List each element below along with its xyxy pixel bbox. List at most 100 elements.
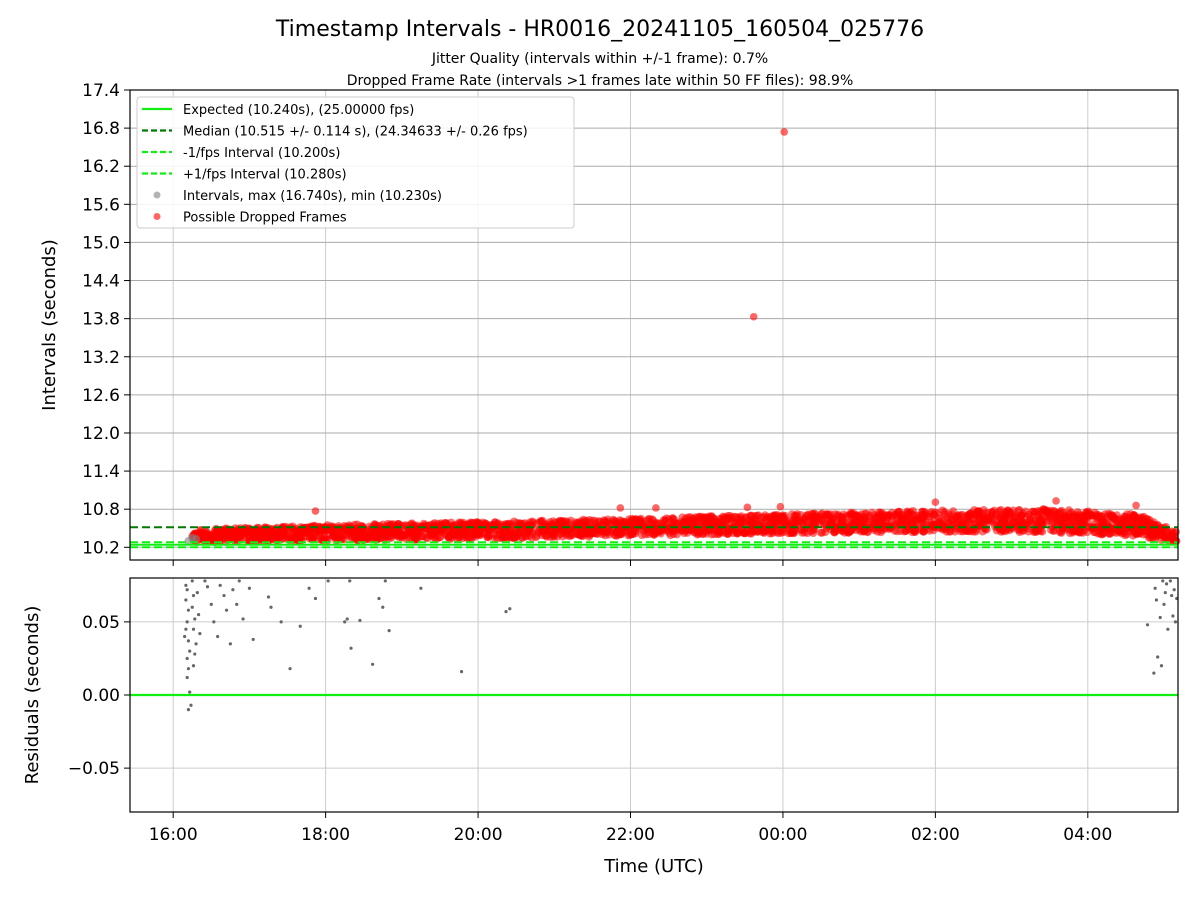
dropped-frame-outlier bbox=[931, 498, 940, 507]
residual-point bbox=[358, 618, 362, 623]
residual-point bbox=[387, 629, 391, 633]
dropped-frame-point bbox=[515, 528, 524, 537]
residual-point bbox=[198, 631, 202, 636]
dropped-frame-point bbox=[642, 517, 651, 526]
dropped-frame-point bbox=[501, 520, 510, 529]
top-y-tick-label: 15.6 bbox=[82, 195, 120, 215]
dropped-frame-point bbox=[1037, 517, 1046, 526]
chart-title: Timestamp Intervals - HR0016_20241105_16… bbox=[275, 17, 924, 42]
residual-point bbox=[345, 617, 349, 621]
dropped-frame-point bbox=[907, 519, 916, 527]
dropped-frame-point bbox=[896, 516, 905, 525]
dropped-frame-point bbox=[974, 507, 983, 516]
interval-band-group bbox=[188, 505, 1181, 546]
dropped-frame-point bbox=[880, 524, 889, 533]
dropped-frame-point bbox=[1104, 521, 1113, 530]
residual-point bbox=[186, 608, 191, 612]
top-y-tick-label: 16.8 bbox=[82, 119, 120, 139]
residual-point bbox=[1159, 664, 1164, 668]
dropped-frame-point bbox=[1090, 528, 1099, 537]
top-y-tick-label: 14.4 bbox=[82, 272, 120, 292]
legend-label: Possible Dropped Frames bbox=[183, 211, 347, 226]
dropped-frame-point bbox=[1075, 528, 1084, 537]
top-y-tick-label: 12.6 bbox=[82, 386, 120, 406]
residual-point bbox=[326, 579, 330, 583]
dropped-frame-point bbox=[291, 524, 300, 533]
legend-label: Median (10.515 +/- 0.114 s), (24.34633 +… bbox=[183, 125, 528, 140]
dropped-frame-point bbox=[1055, 517, 1064, 526]
legend-label: -1/fps Interval (10.200s) bbox=[183, 146, 340, 161]
residual-point bbox=[1145, 623, 1150, 627]
dropped-frame-point bbox=[1145, 516, 1154, 525]
interval-point bbox=[192, 535, 201, 544]
residual-point bbox=[189, 703, 193, 707]
dropped-frame-point bbox=[918, 507, 927, 516]
dropped-frame-point bbox=[760, 526, 769, 535]
residual-point bbox=[195, 591, 199, 595]
dropped-frame-point bbox=[336, 533, 344, 541]
dropped-frame-point bbox=[1083, 528, 1092, 537]
dropped-frame-point bbox=[997, 527, 1006, 536]
top-plot-frame bbox=[129, 89, 1179, 561]
top-y-tick-label: 12.0 bbox=[82, 424, 120, 444]
residual-point bbox=[1152, 671, 1156, 675]
dropped-frame-point bbox=[570, 524, 579, 533]
residual-point bbox=[1166, 627, 1170, 631]
dropped-frame-outlier bbox=[652, 504, 660, 512]
dropped-frame-point bbox=[1053, 509, 1062, 518]
dropped-frame-point bbox=[411, 535, 420, 544]
dropped-frame-point bbox=[631, 519, 640, 528]
dropped-frame-point bbox=[946, 527, 955, 536]
dropped-frame-point bbox=[948, 515, 957, 524]
residual-point bbox=[188, 649, 192, 653]
residual-point bbox=[1171, 614, 1175, 618]
dropped-frame-point bbox=[896, 527, 905, 535]
dropped-frame-point bbox=[835, 513, 844, 522]
dropped-frame-point bbox=[831, 523, 840, 532]
top-y-tick-label: 10.8 bbox=[82, 500, 120, 520]
top-y-tick-label: 11.4 bbox=[82, 462, 120, 482]
residual-point bbox=[185, 656, 189, 661]
residual-point bbox=[235, 602, 239, 606]
residual-point bbox=[212, 620, 216, 624]
legend-box bbox=[136, 96, 575, 229]
dropped-frame-point bbox=[629, 529, 637, 538]
dropped-frame-point bbox=[934, 518, 943, 527]
dropped-frame-point bbox=[539, 524, 548, 533]
residual-point bbox=[349, 646, 353, 650]
residual-point bbox=[186, 708, 191, 712]
dropped-frame-point bbox=[244, 530, 253, 539]
dropped-frame-point bbox=[965, 514, 974, 523]
dropped-frame-point bbox=[1093, 516, 1102, 525]
residual-point bbox=[190, 605, 194, 609]
dropped-frame-point bbox=[917, 514, 925, 522]
residual-point bbox=[231, 588, 235, 592]
x-tick-label: 20:00 bbox=[454, 825, 503, 845]
dropped-frame-point bbox=[750, 519, 759, 527]
residual-point bbox=[298, 624, 302, 628]
x-tick-label: 00:00 bbox=[758, 825, 807, 845]
dropped-frame-point bbox=[1049, 514, 1058, 523]
dropped-frame-point bbox=[862, 509, 871, 518]
dropped-frame-point bbox=[824, 521, 833, 530]
dropped-frame-point bbox=[739, 528, 748, 537]
residual-point bbox=[216, 634, 220, 639]
residual-point bbox=[288, 667, 292, 671]
residual-point bbox=[183, 634, 187, 639]
top-y-tick-label: 15.0 bbox=[82, 233, 120, 253]
dropped-frame-point bbox=[1036, 507, 1045, 516]
dropped-frame-point bbox=[296, 530, 305, 539]
dropped-frame-point bbox=[790, 511, 799, 520]
residual-point bbox=[196, 612, 201, 617]
dropped-frame-outlier bbox=[749, 312, 758, 321]
residual-point bbox=[383, 579, 387, 583]
residual-point bbox=[508, 607, 512, 611]
residual-point bbox=[307, 586, 311, 590]
residual-point bbox=[247, 586, 252, 590]
dropped-frame-point bbox=[396, 531, 405, 540]
dropped-frame-point bbox=[1021, 520, 1030, 529]
dropped-frame-point bbox=[1062, 524, 1071, 533]
residual-point bbox=[279, 620, 283, 624]
dropped-frame-point bbox=[576, 531, 585, 540]
